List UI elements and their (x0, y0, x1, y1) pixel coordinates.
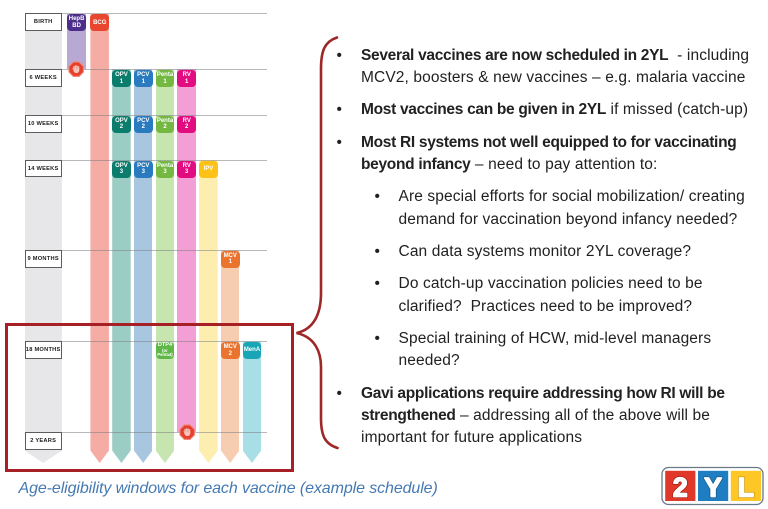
svg-text:2: 2 (673, 472, 688, 502)
svg-text:L: L (738, 472, 754, 502)
svg-text:2: 2 (673, 472, 688, 502)
svg-text:L: L (738, 472, 754, 502)
svg-text:Y: Y (704, 472, 722, 502)
svg-text:Y: Y (704, 472, 722, 502)
